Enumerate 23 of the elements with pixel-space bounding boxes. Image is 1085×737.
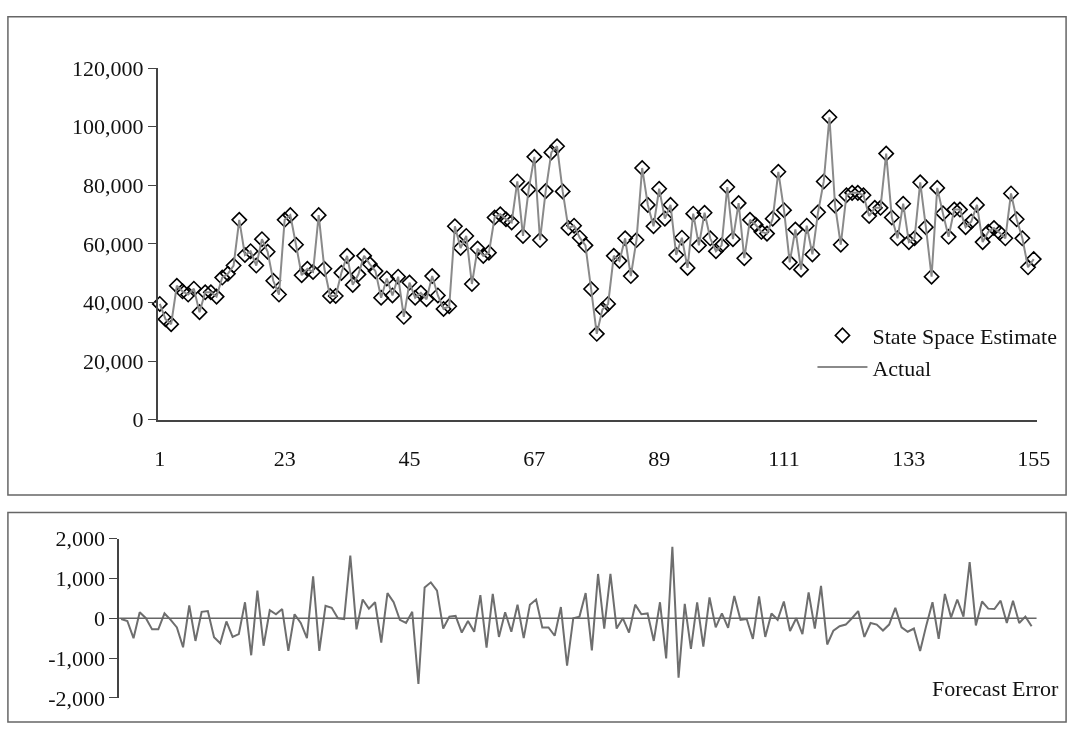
y-tick-label: 60,000 <box>82 231 144 257</box>
x-tick-label: 111 <box>768 445 800 471</box>
y-tick-label: 100,000 <box>71 114 144 140</box>
y-tick-label: -1,000 <box>48 645 105 671</box>
y-tick-label: 2,000 <box>55 526 105 552</box>
y-tick-label: 20,000 <box>82 348 144 374</box>
annotation: Forecast Error <box>932 676 1060 701</box>
y-tick-label: 0 <box>94 605 105 631</box>
x-tick-label: 133 <box>892 445 926 471</box>
y-tick-label: 120,000 <box>71 55 144 81</box>
x-tick-label: 89 <box>648 445 671 471</box>
x-tick-label: 1 <box>154 445 166 471</box>
y-tick-label: 0 <box>132 407 144 433</box>
x-tick-label: 45 <box>398 445 421 471</box>
y-tick-label: 40,000 <box>82 290 144 316</box>
y-tick-label: 1,000 <box>55 566 105 592</box>
legend-label: State Space Estimate <box>872 323 1057 349</box>
y-tick-label: 80,000 <box>82 172 144 198</box>
x-tick-label: 23 <box>273 445 296 471</box>
x-tick-label: 67 <box>523 445 546 471</box>
legend-label: Actual <box>872 355 932 381</box>
y-tick-label: -2,000 <box>48 685 105 711</box>
x-tick-label: 155 <box>1017 445 1051 471</box>
